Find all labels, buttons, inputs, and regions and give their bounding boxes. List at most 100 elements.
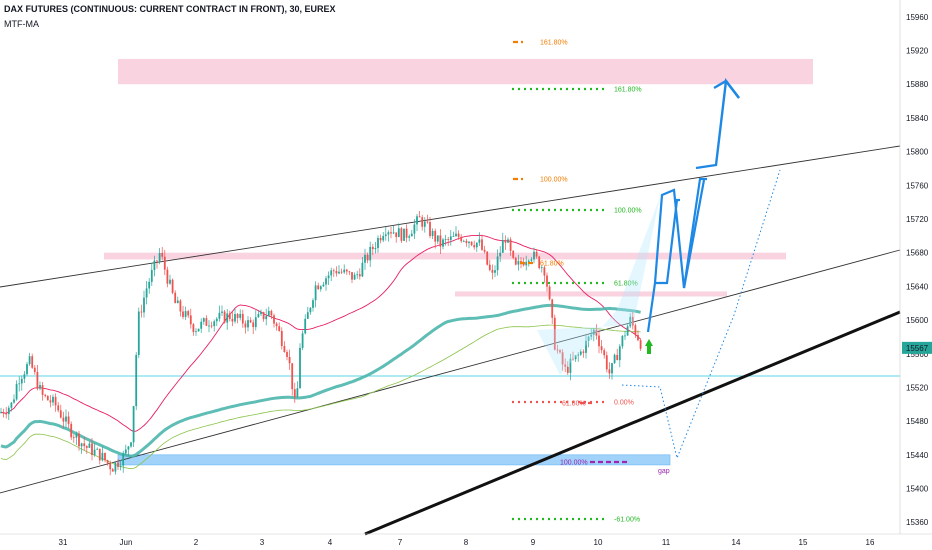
candle-body bbox=[283, 345, 286, 353]
candle-body bbox=[18, 383, 21, 385]
candle-body bbox=[114, 462, 117, 472]
candle-body bbox=[631, 316, 634, 326]
candle-body bbox=[390, 232, 392, 234]
candle-body bbox=[452, 236, 455, 237]
candle-body bbox=[325, 278, 327, 285]
candle-body bbox=[418, 216, 421, 218]
candle-body bbox=[634, 325, 637, 336]
candle-body bbox=[327, 275, 330, 279]
candle-body bbox=[379, 237, 382, 241]
candle-body bbox=[41, 385, 44, 395]
candle-body bbox=[616, 354, 619, 361]
candle-body bbox=[423, 221, 426, 227]
candle-body bbox=[265, 316, 268, 320]
candle-body bbox=[338, 271, 340, 274]
candle-body bbox=[304, 318, 307, 334]
candle-body bbox=[460, 236, 463, 242]
candle-body bbox=[143, 297, 145, 313]
candle-body bbox=[62, 417, 65, 422]
x-tick-label: 10 bbox=[594, 538, 603, 547]
candle-body bbox=[67, 416, 70, 424]
candle-body bbox=[473, 245, 476, 248]
candle-body bbox=[387, 232, 390, 235]
candle-body bbox=[340, 271, 343, 273]
candle-body bbox=[234, 314, 236, 322]
candle-body bbox=[70, 423, 73, 438]
candle-body bbox=[613, 354, 616, 364]
candle-body bbox=[291, 363, 294, 390]
candle-body bbox=[75, 433, 78, 438]
candle-body bbox=[579, 351, 582, 355]
candle-body bbox=[28, 356, 31, 365]
gap-annotation: gap bbox=[658, 468, 670, 475]
candle-body bbox=[488, 264, 491, 270]
candle-body bbox=[244, 323, 247, 328]
candle-body bbox=[470, 241, 473, 246]
candle-body bbox=[351, 272, 353, 280]
candle-body bbox=[153, 260, 156, 271]
candle-body bbox=[176, 300, 179, 304]
candle-body bbox=[551, 299, 554, 318]
candle-body bbox=[499, 252, 502, 257]
y-tick-label: 15560 bbox=[906, 350, 929, 359]
ma-lightgreen-line bbox=[0, 324, 641, 470]
x-tick-label: 15 bbox=[799, 538, 808, 547]
candle-body bbox=[130, 442, 132, 447]
candle-body bbox=[522, 263, 525, 266]
candle-body bbox=[525, 261, 528, 266]
candle-body bbox=[122, 453, 125, 466]
up-arrow-icon bbox=[645, 339, 653, 354]
candle-body bbox=[13, 399, 15, 403]
candle-body bbox=[26, 364, 28, 375]
y-tick-label: 15600 bbox=[906, 316, 929, 325]
candle-body bbox=[5, 413, 8, 415]
candle-body bbox=[137, 311, 140, 355]
candle-body bbox=[260, 312, 262, 315]
y-tick-label: 15840 bbox=[906, 114, 929, 123]
candle-body bbox=[109, 462, 112, 470]
candle-body bbox=[353, 274, 356, 280]
candle-body bbox=[312, 300, 314, 308]
candle-body bbox=[78, 433, 80, 447]
candle-body bbox=[189, 315, 192, 325]
candle-body bbox=[296, 388, 299, 398]
candle-body bbox=[374, 248, 377, 250]
candle-body bbox=[187, 311, 190, 316]
y-tick-label: 15880 bbox=[906, 80, 929, 89]
fib-level-label: 61.80% bbox=[562, 401, 586, 408]
candle-body bbox=[91, 443, 93, 455]
candle-body bbox=[270, 310, 273, 316]
candle-body bbox=[319, 286, 322, 290]
candle-body bbox=[382, 235, 385, 241]
candle-body bbox=[483, 249, 486, 252]
candle-body bbox=[501, 240, 504, 253]
candle-body bbox=[2, 412, 5, 414]
candle-body bbox=[431, 230, 434, 236]
candle-body bbox=[275, 323, 278, 327]
candle-body bbox=[530, 259, 533, 261]
resistance-zone bbox=[118, 58, 813, 85]
candle-body bbox=[442, 239, 444, 247]
candle-body bbox=[405, 228, 408, 238]
candle-body bbox=[603, 350, 606, 356]
ma-teal-line bbox=[0, 303, 641, 458]
candle-body bbox=[202, 318, 205, 322]
fib-level-label: -61.00% bbox=[614, 517, 640, 524]
candle-body bbox=[369, 246, 372, 261]
candle-body bbox=[600, 346, 603, 351]
candle-body bbox=[421, 217, 424, 227]
candle-body bbox=[169, 279, 171, 284]
x-tick-label: 7 bbox=[398, 538, 403, 547]
candle-body bbox=[226, 313, 229, 323]
middle-trendline bbox=[0, 249, 901, 494]
candle-body bbox=[504, 240, 507, 243]
candle-body bbox=[462, 240, 465, 242]
x-tick-label: 14 bbox=[732, 538, 741, 547]
candle-body bbox=[449, 236, 452, 240]
candle-body bbox=[132, 406, 135, 443]
candle-body bbox=[104, 452, 106, 461]
candle-body bbox=[150, 270, 153, 282]
candle-body bbox=[184, 311, 187, 317]
